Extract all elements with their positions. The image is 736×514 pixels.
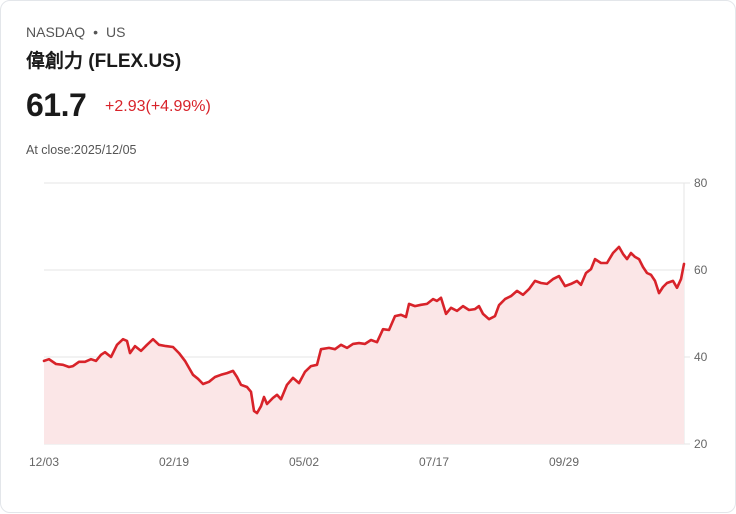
x-tick-label: 05/02 [289, 455, 319, 469]
price-line [42, 245, 686, 415]
y-tick-label: 20 [694, 437, 708, 451]
y-tick-label: 60 [694, 263, 708, 277]
separator-dot: • [93, 24, 99, 40]
price-area [44, 246, 684, 444]
x-tick-label: 07/17 [419, 455, 449, 469]
y-axis: 80 60 40 20 [694, 176, 708, 451]
x-tick-label: 12/03 [29, 455, 59, 469]
y-tick-label: 40 [694, 350, 708, 364]
exchange-name: NASDAQ [26, 24, 86, 40]
price-change: +2.93(+4.99%) [105, 98, 211, 115]
x-tick-label: 09/29 [549, 455, 579, 469]
exchange-line: NASDAQ • US [26, 24, 125, 40]
close-date: At close:2025/12/05 [26, 143, 137, 157]
y-tick-label: 80 [694, 176, 708, 190]
stock-title: 偉創力 (FLEX.US) [26, 51, 182, 72]
x-tick-label: 02/19 [159, 455, 189, 469]
last-price: 61.7 [26, 87, 87, 123]
x-axis: 12/03 02/19 05/02 07/17 09/29 [29, 455, 579, 469]
market-name: US [106, 24, 126, 40]
